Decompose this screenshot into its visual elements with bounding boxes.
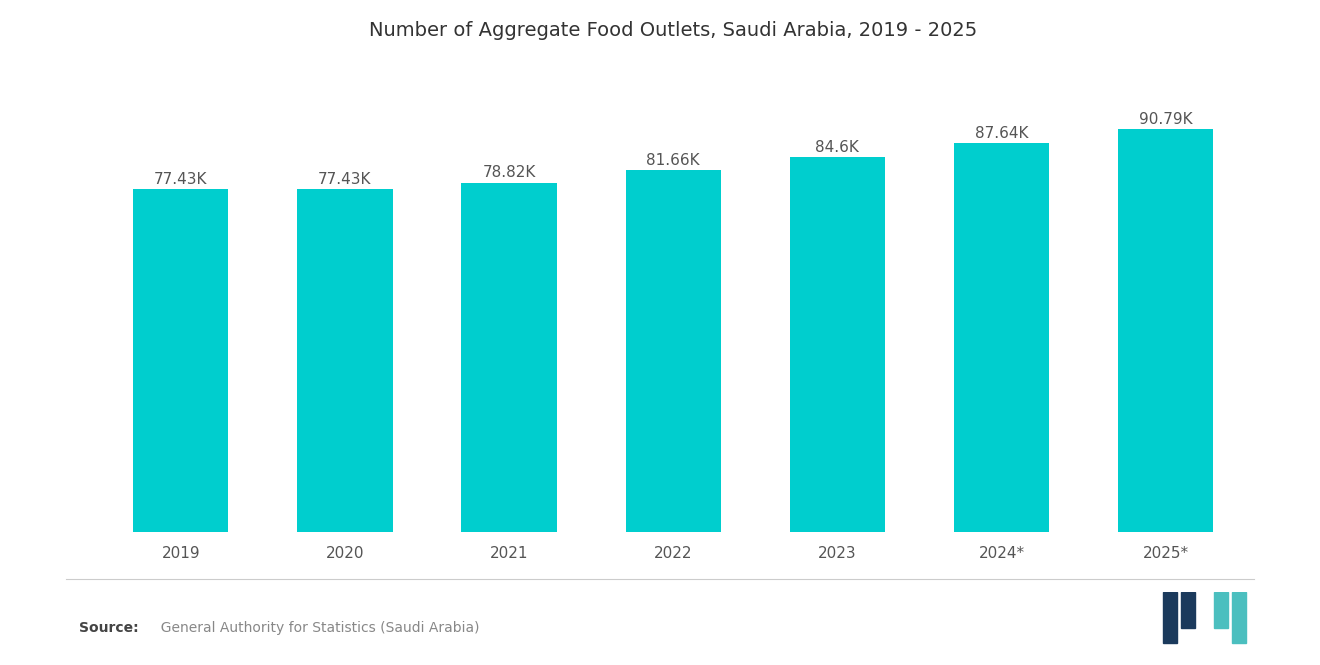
Bar <box>1233 592 1246 642</box>
Bar <box>789 157 884 532</box>
Bar <box>1118 130 1213 532</box>
Text: 90.79K: 90.79K <box>1139 112 1192 127</box>
Text: 78.82K: 78.82K <box>482 166 536 180</box>
Bar <box>462 183 557 532</box>
Title: Number of Aggregate Food Outlets, Saudi Arabia, 2019 - 2025: Number of Aggregate Food Outlets, Saudi … <box>370 21 977 40</box>
Bar <box>1214 592 1228 628</box>
Bar <box>954 144 1049 532</box>
Text: General Authority for Statistics (Saudi Arabia): General Authority for Statistics (Saudi … <box>152 621 479 636</box>
Text: 77.43K: 77.43K <box>154 172 207 186</box>
Text: 87.64K: 87.64K <box>974 126 1028 141</box>
Bar <box>1163 592 1177 642</box>
Bar <box>1180 592 1195 628</box>
Bar <box>626 170 721 532</box>
Bar <box>133 189 228 532</box>
Text: 84.6K: 84.6K <box>816 140 859 155</box>
Text: 77.43K: 77.43K <box>318 172 372 186</box>
Text: 81.66K: 81.66K <box>647 153 700 168</box>
Text: Source:: Source: <box>79 621 139 636</box>
Bar <box>297 189 392 532</box>
